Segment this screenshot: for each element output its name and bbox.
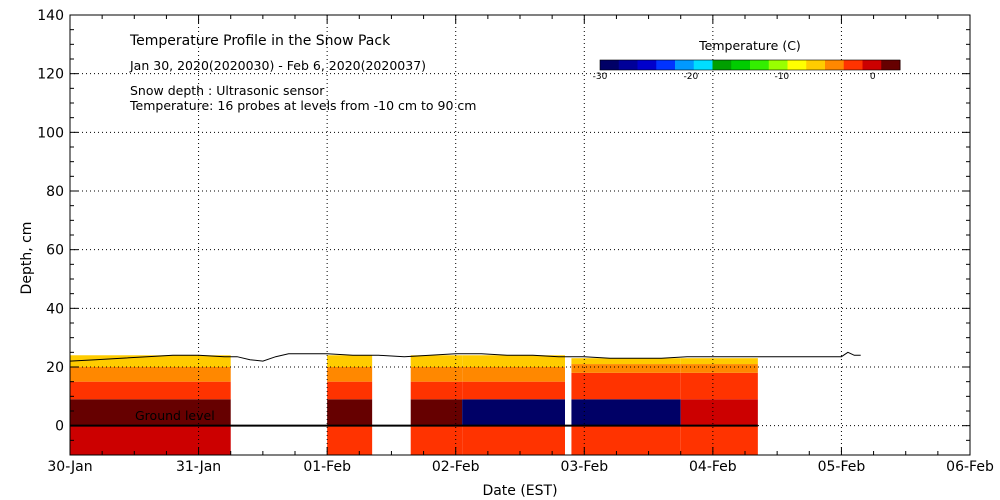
plot-area [70, 355, 758, 455]
temp-band-0-layer-4 [70, 355, 231, 367]
temp-band-1-layer-0 [327, 425, 373, 455]
temp-band-5-layer-1 [680, 399, 758, 426]
temp-band-4-layer-4 [571, 358, 681, 365]
temp-band-2-layer-3 [410, 367, 463, 382]
temp-band-3-layer-0 [462, 425, 565, 455]
info-line-probes: Temperature: 16 probes at levels from -1… [129, 98, 476, 113]
colorbar-segment-1 [618, 60, 638, 70]
temp-band-5-layer-0 [680, 425, 758, 455]
temp-band-4-layer-1 [571, 399, 681, 426]
y-tick-label-20: 20 [46, 360, 64, 376]
temp-band-2-layer-1 [410, 399, 463, 426]
temp-band-1-layer-1 [327, 399, 373, 426]
colorbar: -30 -20 -10 0 [593, 59, 901, 82]
x-tick-label-03-Feb: 03-Feb [560, 459, 608, 475]
temp-band-3-layer-4 [462, 355, 565, 367]
y-tick-label-120: 120 [37, 67, 64, 83]
temp-band-1-layer-3 [327, 367, 373, 382]
ground-level-label: Ground level [135, 408, 215, 423]
x-tick-label-04-Feb: 04-Feb [689, 459, 737, 475]
x-tick-label-30-Jan: 30-Jan [47, 459, 92, 475]
colorbar-segment-3 [656, 60, 676, 70]
colorbar-segment-10 [787, 60, 807, 70]
temp-band-1-layer-2 [327, 381, 373, 400]
colorbar-segment-2 [637, 60, 657, 70]
temp-band-0-layer-2 [70, 381, 231, 400]
colorbar-segment-13 [843, 60, 863, 70]
colorbar-tick-label--20: -20 [684, 72, 699, 82]
colorbar-segment-4 [675, 60, 695, 70]
temp-band-0-layer-3 [70, 367, 231, 382]
temp-band-4-layer-2 [571, 372, 681, 400]
y-tick-label-0: 0 [55, 419, 64, 435]
temp-band-5-layer-3 [680, 364, 758, 373]
chart-title: Temperature Profile in the Snow Pack [129, 33, 391, 49]
temp-band-3-layer-1 [462, 399, 565, 426]
temp-band-5-layer-2 [680, 372, 758, 400]
colorbar-frame [599, 59, 901, 71]
colorbar-segment-0 [600, 60, 620, 70]
info-line-sensor: Snow depth : Ultrasonic sensor [130, 83, 325, 98]
x-tick-label-01-Feb: 01-Feb [303, 459, 351, 475]
y-tick-label-100: 100 [37, 125, 64, 141]
y-tick-label-60: 60 [46, 243, 64, 259]
y-axis-label: Depth, cm [19, 222, 35, 295]
colorbar-segment-8 [750, 60, 770, 70]
snow-depth-layer [69, 351, 861, 362]
colorbar-tick-label--30: -30 [593, 72, 608, 82]
grid [70, 15, 970, 455]
temp-band-0-layer-0 [70, 425, 231, 455]
axes: 0 20 40 60 80 100 120 140 30-Jan 31-Jan 01-Feb 02-F… [37, 8, 994, 475]
temp-band-4-layer-0 [571, 425, 681, 455]
snow-depth-line [69, 351, 861, 362]
colorbar-tick-label--10: -10 [774, 72, 789, 82]
y-tick-label-40: 40 [46, 301, 64, 317]
temp-band-1-layer-4 [327, 355, 373, 367]
temp-band-2-layer-4 [410, 355, 463, 367]
colorbar-segment-12 [825, 60, 845, 70]
colorbar-tick-label-0: 0 [870, 72, 876, 82]
x-tick-label-06-Feb: 06-Feb [946, 459, 994, 475]
temp-band-5-layer-4 [680, 358, 758, 365]
temp-band-0-layer-1 [70, 399, 231, 426]
colorbar-segment-9 [768, 60, 788, 70]
colorbar-segment-6 [712, 60, 732, 70]
temp-band-3-layer-2 [462, 381, 565, 400]
x-axis-label: Date (EST) [482, 483, 557, 499]
temp-band-4-layer-3 [571, 364, 681, 373]
colorbar-segment-14 [862, 60, 882, 70]
colorbar-title: Temperature (C) [698, 38, 801, 53]
y-tick-label-140: 140 [37, 8, 64, 24]
temp-band-2-layer-0 [410, 425, 463, 455]
colorbar-segment-11 [806, 60, 826, 70]
chart-subtitle: Jan 30, 2020(2020030) - Feb 6, 2020(2020… [129, 58, 426, 73]
y-tick-label-80: 80 [46, 184, 64, 200]
temp-band-2-layer-2 [410, 381, 463, 400]
x-tick-label-02-Feb: 02-Feb [432, 459, 480, 475]
colorbar-segment-7 [731, 60, 751, 70]
temp-band-3-layer-3 [462, 367, 565, 382]
x-tick-label-31-Jan: 31-Jan [176, 459, 221, 475]
x-tick-label-05-Feb: 05-Feb [818, 459, 866, 475]
colorbar-segment-15 [881, 60, 901, 70]
colorbar-segment-5 [693, 60, 713, 70]
